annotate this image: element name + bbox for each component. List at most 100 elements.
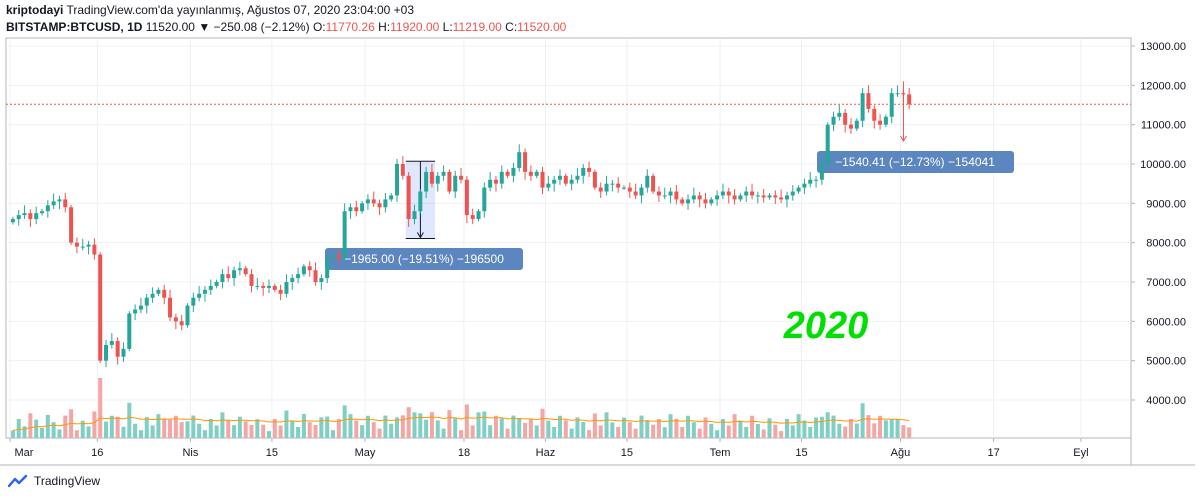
candle-body[interactable] (10, 219, 15, 223)
candle-body[interactable] (808, 179, 813, 184)
candle-body[interactable] (557, 175, 562, 180)
candle-body[interactable] (755, 195, 760, 197)
candle-body[interactable] (575, 175, 580, 180)
candle-body[interactable] (470, 215, 475, 220)
candle-body[interactable] (592, 171, 597, 188)
candle-body[interactable] (476, 211, 481, 220)
candle-body[interactable] (16, 215, 21, 220)
candle-body[interactable] (633, 191, 638, 196)
candle-body[interactable] (179, 321, 184, 326)
candle-body[interactable] (214, 282, 219, 286)
candle-body[interactable] (92, 244, 97, 255)
candle-body[interactable] (587, 167, 592, 172)
candle-body[interactable] (482, 187, 487, 212)
candle-body[interactable] (523, 152, 528, 172)
candle-body[interactable] (453, 175, 458, 192)
candle-body[interactable] (377, 203, 382, 208)
candle-body[interactable] (767, 195, 772, 198)
candle-body[interactable] (720, 191, 725, 196)
candle-body[interactable] (511, 167, 516, 176)
candle-body[interactable] (779, 197, 784, 200)
candle-body[interactable] (569, 179, 574, 184)
candle-body[interactable] (744, 191, 749, 196)
candle-body[interactable] (255, 285, 260, 287)
candle-body[interactable] (726, 191, 731, 196)
candle-body[interactable] (266, 285, 271, 288)
candle-body[interactable] (540, 171, 545, 188)
candle-body[interactable] (40, 211, 44, 214)
candle-body[interactable] (872, 108, 877, 121)
candle-body[interactable] (901, 93, 906, 95)
candle-body[interactable] (825, 124, 830, 164)
candle-body[interactable] (639, 187, 644, 196)
candle-body[interactable] (441, 171, 446, 176)
candle-body[interactable] (109, 341, 114, 345)
candle-body[interactable] (552, 179, 557, 184)
time-axis[interactable]: Mar 16 Nis 15 May 18 Haz 15 Tem 15 Ağu 17 Eyl (9, 438, 1089, 459)
candle-body[interactable] (133, 309, 138, 314)
candle-body[interactable] (860, 93, 865, 121)
candle-body[interactable] (848, 124, 853, 129)
candle-body[interactable] (732, 195, 737, 200)
candle-body[interactable] (162, 289, 167, 298)
measure-label-1[interactable]: −1965.00 (−19.51%) −196500 (325, 248, 523, 270)
candle-body[interactable] (843, 112, 848, 125)
candle-body[interactable] (51, 201, 56, 206)
candle-body[interactable] (395, 164, 400, 196)
candle-body[interactable] (750, 191, 755, 196)
candle-body[interactable] (802, 183, 807, 188)
candle-body[interactable] (80, 246, 85, 248)
candle-body[interactable] (127, 313, 132, 349)
candle-body[interactable] (598, 187, 603, 192)
candle-body[interactable] (563, 175, 568, 184)
candle-body[interactable] (296, 274, 301, 279)
candle-body[interactable] (121, 348, 126, 357)
candle-body[interactable] (284, 282, 289, 294)
candle-body[interactable] (371, 199, 376, 204)
candle-body[interactable] (173, 317, 178, 322)
candle-body[interactable] (528, 171, 533, 176)
candle-body[interactable] (488, 179, 493, 188)
candle-body[interactable] (45, 205, 50, 212)
candle-body[interactable] (168, 297, 173, 318)
candle-body[interactable] (301, 266, 306, 275)
candlesticks[interactable] (10, 85, 912, 368)
candle-body[interactable] (691, 195, 696, 200)
candle-body[interactable] (784, 195, 789, 200)
candle-body[interactable] (651, 175, 656, 192)
candle-body[interactable] (406, 175, 411, 220)
candle-body[interactable] (28, 213, 33, 220)
candle-body[interactable] (74, 242, 79, 247)
candle-body[interactable] (400, 164, 405, 176)
candle-body[interactable] (412, 211, 417, 220)
candle-body[interactable] (191, 297, 196, 306)
candle-body[interactable] (435, 175, 440, 184)
candle-body[interactable] (208, 285, 213, 290)
candle-body[interactable] (197, 293, 202, 298)
candle-body[interactable] (319, 278, 324, 282)
tradingview-footer[interactable]: TradingView (8, 474, 100, 488)
candle-body[interactable] (261, 285, 266, 288)
candle-body[interactable] (656, 191, 661, 196)
candle-body[interactable] (336, 254, 341, 259)
candle-body[interactable] (610, 183, 615, 185)
candle-body[interactable] (313, 270, 318, 282)
candle-body[interactable] (150, 293, 155, 298)
candle-body[interactable] (115, 341, 120, 357)
candle-body[interactable] (202, 289, 207, 294)
candle-body[interactable] (307, 266, 312, 271)
candle-body[interactable] (505, 171, 510, 176)
candle-body[interactable] (418, 191, 423, 212)
candle-body[interactable] (709, 199, 714, 204)
candle-body[interactable] (365, 199, 370, 204)
candle-body[interactable] (86, 244, 91, 247)
candle-body[interactable] (237, 268, 242, 271)
candle-body[interactable] (680, 199, 685, 204)
candle-body[interactable] (389, 195, 394, 200)
candle-body[interactable] (185, 305, 190, 326)
candle-body[interactable] (854, 120, 859, 129)
candle-body[interactable] (69, 207, 74, 243)
candle-body[interactable] (447, 171, 452, 192)
candle-body[interactable] (424, 171, 429, 192)
